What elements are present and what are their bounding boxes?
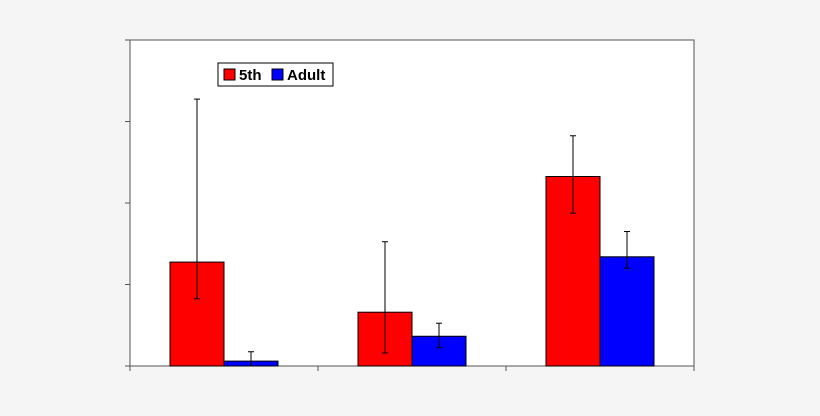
y-axis [125,39,131,367]
error-bars [194,98,630,367]
x-axis [129,365,695,371]
legend-swatch-adult [271,68,284,81]
bar-adult-2 [599,256,655,367]
legend: 5th Adult [217,62,334,87]
legend-label-adult: Adult [287,67,325,84]
legend-swatch-5th [223,68,236,81]
legend-label-5th: 5th [239,67,262,84]
